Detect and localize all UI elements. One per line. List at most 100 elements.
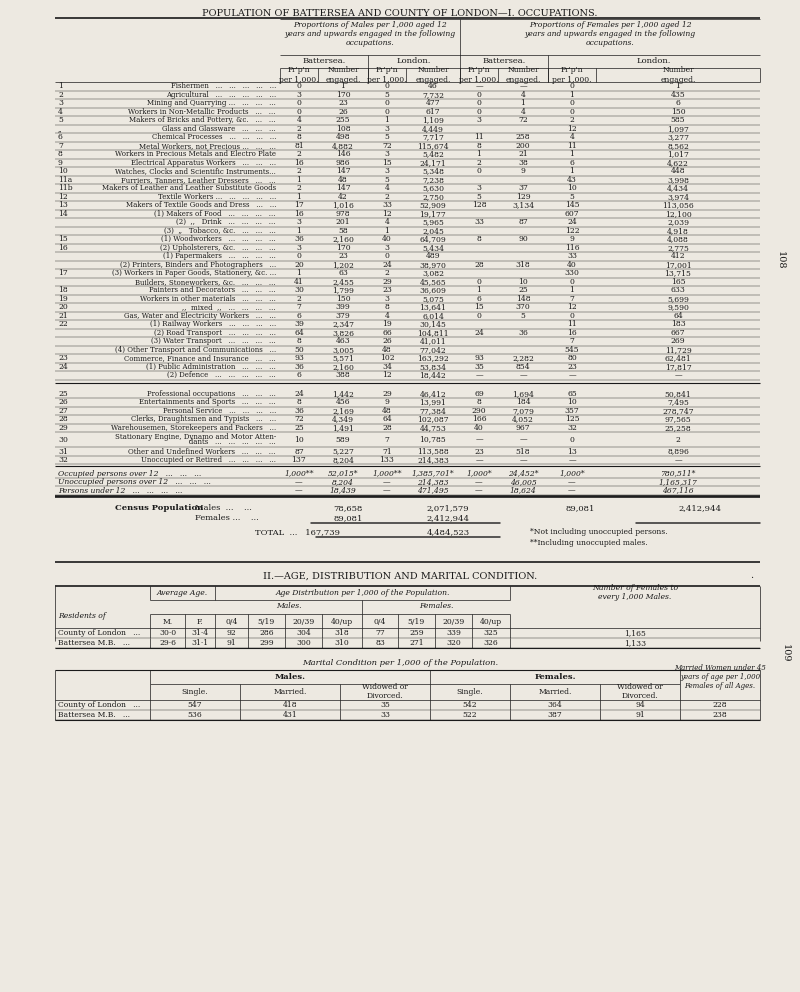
Text: 21: 21 xyxy=(58,311,68,319)
Text: Number
engaged.: Number engaged. xyxy=(660,66,696,83)
Text: 31·4: 31·4 xyxy=(191,629,209,637)
Text: 46,005: 46,005 xyxy=(510,478,536,486)
Text: 29: 29 xyxy=(58,424,68,432)
Text: 102: 102 xyxy=(380,354,394,362)
Text: 12,100: 12,100 xyxy=(665,209,691,218)
Text: 52,909: 52,909 xyxy=(420,201,446,209)
Text: 27: 27 xyxy=(58,407,68,415)
Text: 370: 370 xyxy=(516,304,530,311)
Text: 1: 1 xyxy=(385,116,390,124)
Text: 104,811: 104,811 xyxy=(417,328,449,336)
Text: 4: 4 xyxy=(385,185,390,192)
Text: 1,385,701*: 1,385,701* xyxy=(412,469,454,477)
Text: 3,998: 3,998 xyxy=(667,176,689,184)
Text: Number of Females to
every 1,000 Males.: Number of Females to every 1,000 Males. xyxy=(592,584,678,601)
Text: (3) Workers in Paper Goods, Stationery, &c. ...: (3) Workers in Paper Goods, Stationery, … xyxy=(112,269,276,277)
Text: 28: 28 xyxy=(474,261,484,269)
Text: 228: 228 xyxy=(713,700,727,709)
Text: 1: 1 xyxy=(297,227,302,235)
Text: 48: 48 xyxy=(382,346,392,354)
Text: —: — xyxy=(519,82,527,90)
Text: 48: 48 xyxy=(338,176,348,184)
Text: 6: 6 xyxy=(570,159,574,167)
Text: 1: 1 xyxy=(570,90,574,99)
Text: 170: 170 xyxy=(336,244,350,252)
Text: Males  ...    ...: Males ... ... xyxy=(195,504,252,512)
Text: 2: 2 xyxy=(297,150,302,159)
Text: —: — xyxy=(568,371,576,379)
Text: 3: 3 xyxy=(297,90,302,99)
Text: .: . xyxy=(750,571,753,580)
Text: 8,562: 8,562 xyxy=(667,142,689,150)
Text: 22: 22 xyxy=(58,320,68,328)
Text: 8: 8 xyxy=(297,337,302,345)
Text: Single.: Single. xyxy=(182,687,208,695)
Text: 1,000*: 1,000* xyxy=(559,469,585,477)
Text: 36: 36 xyxy=(294,235,304,243)
Text: 607: 607 xyxy=(565,209,579,218)
Text: 28: 28 xyxy=(382,424,392,432)
Text: 77,384: 77,384 xyxy=(419,407,446,415)
Text: 5,075: 5,075 xyxy=(422,295,444,303)
Text: 3,974: 3,974 xyxy=(667,192,689,200)
Text: 978: 978 xyxy=(336,209,350,218)
Text: 46: 46 xyxy=(428,82,438,90)
Text: 1,000**: 1,000** xyxy=(372,469,402,477)
Text: 15: 15 xyxy=(382,159,392,167)
Text: 589: 589 xyxy=(336,435,350,443)
Text: 11: 11 xyxy=(567,320,577,328)
Text: 20/39: 20/39 xyxy=(292,618,314,626)
Text: POPULATION OF BATTERSEA AND COUNTY OF LONDON—I. OCCUPATIONS.: POPULATION OF BATTERSEA AND COUNTY OF LO… xyxy=(202,10,598,19)
Text: 477: 477 xyxy=(426,99,440,107)
Text: 16: 16 xyxy=(58,244,68,252)
Text: 11,729: 11,729 xyxy=(665,346,691,354)
Text: 326: 326 xyxy=(484,639,498,647)
Text: (3) Water Transport   ...   ...   ...   ...: (3) Water Transport ... ... ... ... xyxy=(151,337,276,345)
Text: 1,165: 1,165 xyxy=(624,629,646,637)
Text: 4,918: 4,918 xyxy=(667,227,689,235)
Text: 290: 290 xyxy=(472,407,486,415)
Text: 4,052: 4,052 xyxy=(512,416,534,424)
Text: 8: 8 xyxy=(477,398,482,407)
Text: 498: 498 xyxy=(336,133,350,141)
Text: 46,412: 46,412 xyxy=(420,390,446,398)
Text: 258: 258 xyxy=(516,133,530,141)
Text: Battersea.: Battersea. xyxy=(302,57,346,65)
Text: 12: 12 xyxy=(567,304,577,311)
Text: Clerks, Draughtsmen and Typists   ...   ...: Clerks, Draughtsmen and Typists ... ... xyxy=(130,416,276,424)
Text: 3: 3 xyxy=(477,116,482,124)
Text: 2: 2 xyxy=(385,192,390,200)
Text: —: — xyxy=(568,456,576,464)
Text: 40/up: 40/up xyxy=(331,618,353,626)
Text: 166: 166 xyxy=(472,416,486,424)
Text: 1: 1 xyxy=(297,192,302,200)
Text: 6: 6 xyxy=(297,371,302,379)
Text: 170: 170 xyxy=(336,90,350,99)
Text: 0/4: 0/4 xyxy=(226,618,238,626)
Text: 32: 32 xyxy=(58,456,68,464)
Text: London.: London. xyxy=(637,57,671,65)
Text: 26: 26 xyxy=(338,108,348,116)
Text: (1) Makers of Food   ...   ...   ...   ...: (1) Makers of Food ... ... ... ... xyxy=(154,209,276,218)
Text: 11: 11 xyxy=(474,133,484,141)
Text: Battersea M.B.   ...: Battersea M.B. ... xyxy=(58,639,130,647)
Text: Makers of Bricks and Pottery, &c.   ...   ...: Makers of Bricks and Pottery, &c. ... ..… xyxy=(130,116,276,124)
Text: 77,042: 77,042 xyxy=(420,346,446,354)
Text: 24: 24 xyxy=(382,261,392,269)
Text: 32: 32 xyxy=(567,424,577,432)
Text: 30,145: 30,145 xyxy=(419,320,446,328)
Text: 1,000*: 1,000* xyxy=(466,469,492,477)
Text: 2: 2 xyxy=(297,295,302,303)
Text: 357: 357 xyxy=(565,407,579,415)
Text: Males.: Males. xyxy=(276,602,302,610)
Text: 1: 1 xyxy=(521,99,526,107)
Text: 40: 40 xyxy=(382,235,392,243)
Text: ,,  mixed  ,,   ...   ...   ...   ...: ,, mixed ,, ... ... ... ... xyxy=(182,304,276,311)
Text: 3: 3 xyxy=(385,125,390,133)
Text: 3: 3 xyxy=(385,244,390,252)
Text: 320: 320 xyxy=(446,639,461,647)
Text: 18,439: 18,439 xyxy=(330,486,356,495)
Text: (1) Public Administration   ...   ...   ...: (1) Public Administration ... ... ... xyxy=(146,363,276,371)
Text: 128: 128 xyxy=(472,201,486,209)
Text: 278,747: 278,747 xyxy=(662,407,694,415)
